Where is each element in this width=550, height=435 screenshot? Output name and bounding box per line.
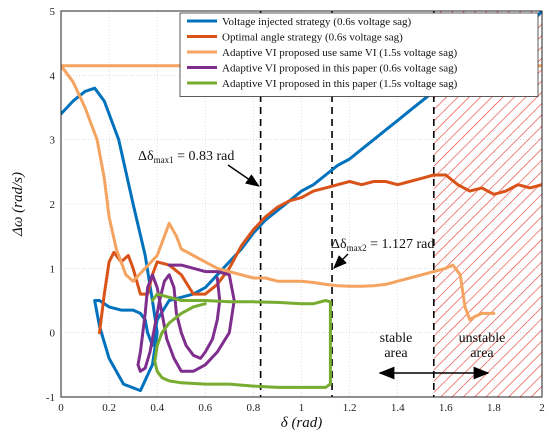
y-tick-label: 3 [50,135,56,147]
x-tick-label: 0.6 [198,402,212,414]
anno1-label: Δδ [138,149,154,164]
unstable-area-line1: unstable [459,331,506,346]
anno1-sub: max1 [154,155,174,165]
x-tick-label: 0.8 [247,402,261,414]
plot-frame [60,10,543,398]
anno2-rest: = 1.127 rad [367,237,435,252]
x-tick-label: 1.8 [487,402,501,414]
annotation-delta-max1: Δδmax1 = 0.83 rad [138,149,234,165]
legend: Voltage injected strategy (0.6s voltage … [179,12,539,97]
legend-entry: Adaptive VI proposed in this paper (0.6s… [222,63,458,75]
legend-entry: Voltage injected strategy (0.6s voltage … [222,16,412,28]
anno2-label: Δδ [331,237,347,252]
x-axis-label: δ (rad) [281,415,323,431]
x-tick-label: 0.4 [150,402,164,414]
anno2-sub: max2 [347,243,367,253]
x-tick-label: 1.6 [439,402,453,414]
x-tick-label: 1.4 [391,402,405,414]
annotation-arrow-1 [227,164,260,187]
legend-entry: Adaptive VI proposed in this paper (1.5s… [222,78,458,90]
y-tick-label: 0 [50,328,56,340]
series-line-1 [98,173,542,335]
legend-entry: Optimal angle strategy (0.6s voltage sag… [222,32,403,44]
y-tick-label: 4 [50,70,56,82]
annotation-arrow-2 [333,253,349,269]
series-line-4 [150,292,332,389]
legend-entry: Adaptive VI proposed use same VI (1.5s v… [222,47,457,59]
stable-area-line1: stable [380,331,413,346]
y-tick-label: 2 [50,199,56,211]
y-axis-label: Δω (rad/s) [10,172,26,237]
x-tick-label: 0.2 [102,402,116,414]
x-tick-label: 1 [299,402,305,414]
series-line-3 [136,263,236,373]
unstable-area-line2: area [470,346,494,361]
legend-box [179,12,539,97]
y-tick-label: -1 [46,392,55,404]
series-line-2 [61,64,542,322]
y-tick-label: 5 [50,6,56,18]
x-tick-label: 1.2 [343,402,357,414]
annotation-delta-max2: Δδmax2 = 1.127 rad [331,237,434,253]
x-tick-label: 0 [58,402,64,414]
stable-area-line2: area [384,346,408,361]
x-tick-label: 2 [539,402,545,414]
anno1-rest: = 0.83 rad [174,149,235,164]
y-tick-label: 1 [50,263,56,275]
